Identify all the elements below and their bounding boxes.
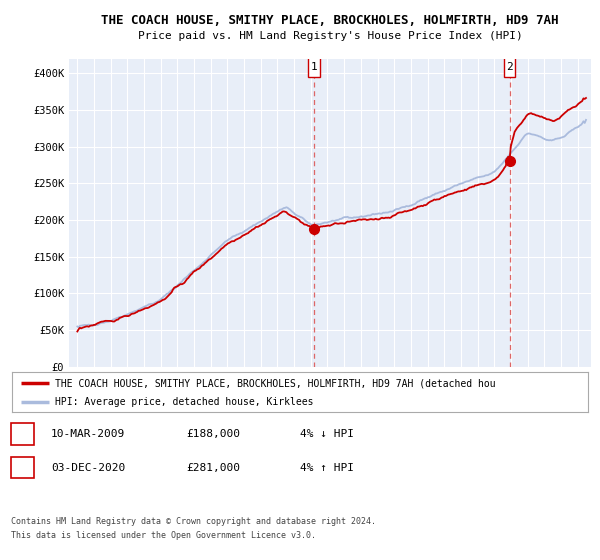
- Text: £281,000: £281,000: [186, 463, 240, 473]
- Text: THE COACH HOUSE, SMITHY PLACE, BROCKHOLES, HOLMFIRTH, HD9 7AH (detached hou: THE COACH HOUSE, SMITHY PLACE, BROCKHOLE…: [55, 379, 496, 389]
- Text: 4% ↑ HPI: 4% ↑ HPI: [300, 463, 354, 473]
- Text: THE COACH HOUSE, SMITHY PLACE, BROCKHOLES, HOLMFIRTH, HD9 7AH: THE COACH HOUSE, SMITHY PLACE, BROCKHOLE…: [101, 14, 559, 27]
- Text: 2: 2: [506, 62, 513, 72]
- Text: Contains HM Land Registry data © Crown copyright and database right 2024.: Contains HM Land Registry data © Crown c…: [11, 516, 376, 526]
- Bar: [308, 57, 320, 77]
- Text: 03-DEC-2020: 03-DEC-2020: [51, 463, 125, 473]
- Text: 2: 2: [19, 463, 26, 473]
- Text: This data is licensed under the Open Government Licence v3.0.: This data is licensed under the Open Gov…: [11, 531, 316, 540]
- Text: 4% ↓ HPI: 4% ↓ HPI: [300, 429, 354, 439]
- Text: HPI: Average price, detached house, Kirklees: HPI: Average price, detached house, Kirk…: [55, 397, 314, 407]
- Text: 1: 1: [19, 429, 26, 439]
- Text: 1: 1: [311, 62, 317, 72]
- Text: Price paid vs. HM Land Registry's House Price Index (HPI): Price paid vs. HM Land Registry's House …: [137, 31, 523, 41]
- Bar: [504, 57, 515, 77]
- Text: 10-MAR-2009: 10-MAR-2009: [51, 429, 125, 439]
- Text: £188,000: £188,000: [186, 429, 240, 439]
